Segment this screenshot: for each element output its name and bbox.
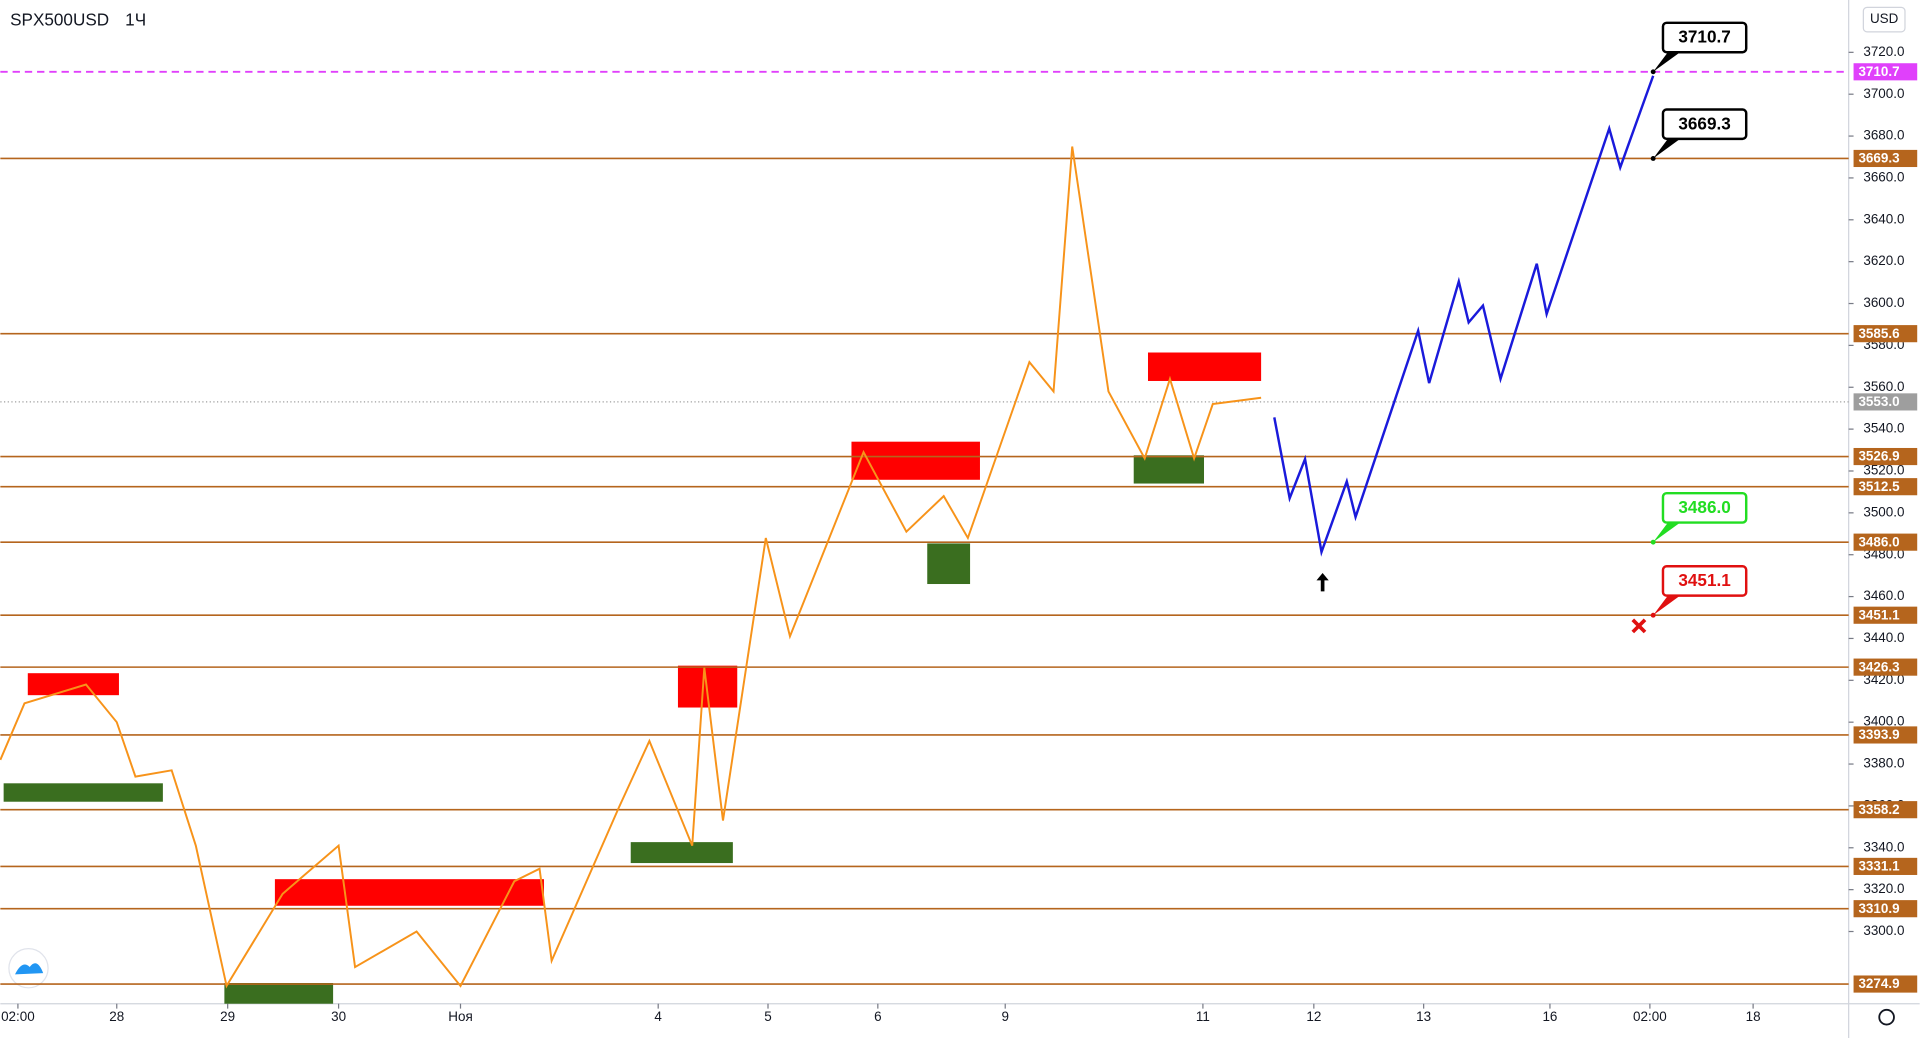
callout-anchor (1650, 539, 1656, 545)
level-tag-label: 3274.9 (1858, 976, 1899, 991)
y-tick-label: 3380.0 (1863, 756, 1904, 771)
level-tag-label: 3512.5 (1858, 479, 1900, 494)
x-tick-label: 11 (1196, 1009, 1210, 1024)
x-tick-label: 18 (1746, 1009, 1761, 1024)
callout-label: 3451.1 (1678, 570, 1731, 590)
callout-label: 3669.3 (1678, 113, 1730, 133)
y-tick-label: 3660.0 (1863, 169, 1904, 184)
level-tag (1853, 325, 1918, 343)
level-tag (1853, 900, 1918, 918)
settings-icon[interactable] (1878, 1008, 1895, 1026)
zone (3, 783, 163, 802)
level-tag-label: 3553.0 (1858, 394, 1899, 409)
callout-box (1661, 565, 1748, 597)
symbol: SPX500USD (10, 9, 109, 29)
y-tick-label: 3620.0 (1863, 253, 1904, 268)
callout-pointer (1653, 522, 1681, 543)
level-tag (1853, 478, 1918, 496)
level-tag-label: 3669.3 (1858, 151, 1899, 166)
level-tag (1853, 726, 1918, 744)
callout-box (1661, 491, 1748, 524)
x-tick-label: 6 (874, 1009, 881, 1024)
x-tick-label: 13 (1416, 1009, 1431, 1024)
y-tick-label: 3320.0 (1863, 881, 1904, 896)
zone (1133, 455, 1205, 484)
zone (274, 879, 544, 906)
series-line (1273, 75, 1655, 557)
zone (27, 673, 119, 696)
cross-marker (1631, 618, 1647, 634)
level-tag (1853, 658, 1918, 676)
y-tick-label: 3340.0 (1863, 839, 1904, 854)
y-tick-label: 3560.0 (1863, 379, 1904, 394)
interval[interactable]: 1Ч (125, 9, 146, 29)
level-tag (1853, 801, 1918, 819)
y-tick-label: 3600.0 (1863, 295, 1904, 310)
level-tag (1853, 149, 1918, 168)
currency-box[interactable] (1862, 6, 1906, 33)
level-tag (1853, 975, 1918, 993)
callout-box (1661, 108, 1748, 141)
level-tag-label: 3310.9 (1858, 901, 1899, 916)
x-tick-label: 02:00 (1633, 1009, 1667, 1024)
currency: USD (1870, 11, 1899, 26)
callout-label: 3710.7 (1678, 27, 1730, 47)
x-tick-label: 4 (654, 1009, 662, 1024)
level-tag (1853, 606, 1918, 624)
y-tick-label: 3460.0 (1863, 588, 1904, 603)
zone (224, 983, 334, 1004)
level-tag-label: 3486.0 (1858, 534, 1899, 549)
y-tick-label: 3500.0 (1863, 504, 1904, 519)
x-tick-label: 16 (1542, 1009, 1557, 1024)
level-tag (1853, 63, 1918, 81)
zone (851, 441, 980, 480)
level-tag (1853, 447, 1918, 466)
y-tick-label: 3520.0 (1863, 463, 1904, 478)
y-tick-label: 3440.0 (1863, 630, 1904, 645)
level-tag (1853, 533, 1918, 551)
level-tag (1853, 393, 1918, 411)
level-tag-label: 3393.9 (1858, 727, 1899, 742)
level-tag-label: 3526.9 (1858, 449, 1899, 464)
arrow-marker (1316, 573, 1329, 592)
zone (630, 842, 733, 864)
callout-box (1661, 21, 1748, 54)
callout-anchor (1650, 156, 1656, 161)
level-tag-label: 3710.7 (1858, 64, 1899, 79)
zone (1147, 352, 1262, 381)
x-tick-label: Ноя (448, 1009, 472, 1024)
level-tag-label: 3585.6 (1858, 326, 1899, 341)
logo-icon (15, 963, 44, 975)
x-tick-label: 9 (1001, 1009, 1008, 1024)
y-tick-label: 3720.0 (1863, 44, 1904, 59)
callout-anchor (1650, 69, 1656, 75)
level-tag-label: 3451.1 (1858, 607, 1900, 622)
x-tick-label: 5 (764, 1009, 771, 1024)
x-tick-label: 30 (331, 1009, 346, 1024)
callout-label: 3486.0 (1678, 497, 1730, 517)
x-tick-label: 29 (220, 1009, 235, 1024)
y-tick-label: 3680.0 (1863, 128, 1904, 143)
x-tick-label: 12 (1306, 1009, 1321, 1024)
y-tick-label: 3540.0 (1863, 421, 1904, 436)
y-tick-label: 3400.0 (1863, 714, 1904, 729)
zone (927, 543, 971, 585)
callout-anchor (1650, 612, 1656, 618)
y-tick-label: 3300.0 (1863, 923, 1904, 938)
level-tag-label: 3426.3 (1858, 659, 1899, 674)
series-line (0, 146, 1262, 989)
x-tick-label: 02:00 (1, 1009, 35, 1024)
level-tag-label: 3331.1 (1858, 859, 1900, 874)
level-tag-label: 3358.2 (1858, 802, 1899, 817)
x-tick-label: 28 (109, 1009, 124, 1024)
y-tick-label: 3640.0 (1863, 211, 1904, 226)
y-tick-label: 3700.0 (1863, 86, 1904, 101)
level-tag (1853, 857, 1918, 875)
